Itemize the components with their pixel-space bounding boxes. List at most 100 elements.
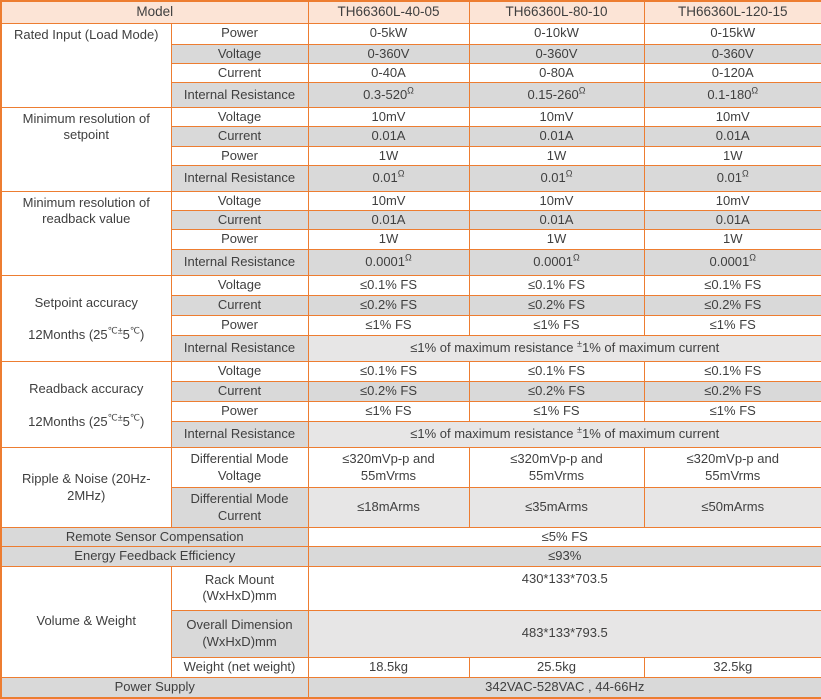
spec-label: Voltage xyxy=(217,45,262,61)
spec-value-cell: 0.01A xyxy=(468,209,645,231)
model-name: TH66360L-120-15 xyxy=(677,3,788,19)
spec-value: 0.01A xyxy=(371,212,406,227)
spec-label: Power xyxy=(221,403,258,419)
spec-value: ≤0.1% FS xyxy=(704,363,762,379)
spec-value: 1W xyxy=(546,231,567,247)
section-title-cell: Readback accuracy 12Months (25℃±5℃) xyxy=(0,360,172,449)
spec-label: Differential Mode Voltage xyxy=(190,451,289,483)
spec-value-cell: 0-120A xyxy=(643,62,821,84)
spec-value: ≤1% FS xyxy=(533,403,580,419)
spec-value-span-cell: ≤93% xyxy=(307,546,821,567)
spec-label: Overall Dimension (WxHxD)mm xyxy=(186,617,293,649)
spec-value-cell: 18.5kg xyxy=(307,656,470,678)
spec-value: 0-80A xyxy=(539,64,574,80)
model-name-cell: TH66360L-120-15 xyxy=(643,0,821,24)
spec-value: ≤1% FS xyxy=(365,317,412,333)
spec-value: 0-120A xyxy=(711,64,754,80)
spec-value-cell: 0-360V xyxy=(468,43,645,64)
spec-value: 0.01A xyxy=(539,128,574,144)
spec-value-cell: 32.5kg xyxy=(643,656,821,678)
spec-label: Current xyxy=(217,64,262,80)
spec-value-cell: 0.0001Ω xyxy=(307,248,470,276)
spec-value: ≤1% FS xyxy=(709,317,756,333)
spec-label-cell: Voltage xyxy=(170,43,309,64)
spec-value-cell: 0.01Ω xyxy=(643,164,821,192)
spec-value: ≤0.2% FS xyxy=(704,383,762,399)
spec-label: Voltage xyxy=(217,192,262,208)
spec-value: 10mV xyxy=(715,109,750,124)
section-title: Volume & Weight xyxy=(36,613,136,629)
spec-label: Differential Mode Current xyxy=(190,491,289,523)
spec-label: Remote Sensor Compensation xyxy=(65,529,244,544)
spec-label-cell: Energy Feedback Efficiency xyxy=(0,546,309,567)
spec-value: 0.01 xyxy=(372,170,398,186)
spec-value: 1W xyxy=(378,231,399,247)
spec-value-cell: 1W xyxy=(468,229,645,250)
spec-value: 25.5kg xyxy=(536,658,577,674)
table-row: Readback accuracy 12Months (25℃±5℃) Volt… xyxy=(0,360,821,449)
section-title-cell: Minimum resolution of setpoint xyxy=(0,107,172,192)
spec-label: Voltage xyxy=(217,363,262,379)
spec-value-cell: ≤35mArms xyxy=(468,487,645,528)
model-name: TH66360L-80-10 xyxy=(505,3,608,19)
spec-label-cell: Remote Sensor Compensation xyxy=(0,526,309,548)
spec-label: Internal Resistance xyxy=(183,170,296,186)
spec-value: 0.01A xyxy=(715,128,750,144)
spec-value-span-cell: ≤1% of maximum resistance ±1% of maximum… xyxy=(307,334,821,362)
spec-value-cell: 0.3-520Ω xyxy=(307,82,470,108)
spec-label-cell: Power Supply xyxy=(0,676,309,699)
spec-value: 0.15-260 xyxy=(527,86,579,102)
ohm-superscript: Ω xyxy=(742,168,749,179)
spec-value: ≤1% of maximum resistance ±1% of maximum… xyxy=(410,338,720,356)
spec-value: ≤35mArms xyxy=(525,499,588,515)
spec-label: Current xyxy=(217,383,262,399)
spec-value: 0.01A xyxy=(715,212,750,227)
spec-value-cell: 0.01A xyxy=(307,209,470,231)
section-subtitle: 12Months (25℃±5℃) xyxy=(28,412,145,429)
spec-value-cell: 0-40A xyxy=(307,62,470,84)
spec-value: 0.01A xyxy=(371,128,406,144)
spec-value: 1W xyxy=(546,147,567,163)
ohm-superscript: Ω xyxy=(578,85,586,96)
spec-label-cell: Rack Mount (WxHxD)mm xyxy=(170,565,309,611)
section-title: Setpoint accuracy xyxy=(34,294,138,310)
ohm-superscript: Ω xyxy=(405,252,412,263)
table-row: Volume & Weight Rack Mount (WxHxD)mm 430… xyxy=(0,565,821,678)
table-row: Remote Sensor Compensation ≤5% FS xyxy=(0,526,821,548)
spec-label-cell: Power xyxy=(170,400,309,422)
spec-label-cell: Internal Resistance xyxy=(170,164,309,192)
spec-value-cell: 0.01A xyxy=(307,126,470,147)
spec-label: Power xyxy=(221,317,258,333)
section-subtitle: 12Months (25℃±5℃) xyxy=(28,325,145,343)
table-row: Current 0.01A 0.01A 0.01A xyxy=(1,126,821,147)
table-row: Model TH66360L-40-05 TH66360L-80-10 TH66… xyxy=(0,0,821,24)
spec-value: 0.01A xyxy=(539,212,574,227)
spec-value-cell: 1W xyxy=(307,145,470,166)
spec-value: ≤0.2% FS xyxy=(704,296,762,312)
spec-label-cell: Internal Resistance xyxy=(170,248,309,276)
spec-value: 0.0001 xyxy=(709,253,750,269)
spec-value: ≤320mVp-p and 55mVrms xyxy=(510,451,603,483)
spec-label: Current xyxy=(217,212,262,227)
spec-value-cell: ≤0.1% FS xyxy=(643,360,821,382)
table-row: Rated Input (Load Mode) Power 0-5kW 0-10… xyxy=(0,22,821,108)
spec-label-cell: Voltage xyxy=(170,190,309,212)
section-title-cell: Volume & Weight xyxy=(0,565,172,678)
ohm-superscript: Ω xyxy=(751,85,759,96)
spec-value-span-cell: 342VAC-528VAC , 44-66Hz xyxy=(307,676,821,699)
spec-label: Power xyxy=(221,25,258,41)
spec-value: 0-15kW xyxy=(710,25,756,41)
spec-value: 10mV xyxy=(371,109,406,124)
spec-value: 0-40A xyxy=(371,64,406,80)
table-row: Current 0.01A 0.01A 0.01A xyxy=(1,209,821,231)
spec-label: Current xyxy=(217,128,262,144)
spec-value: ≤0.1% FS xyxy=(360,363,417,379)
spec-label: Voltage xyxy=(217,276,262,292)
spec-value-cell: ≤18mArms xyxy=(307,487,470,528)
table-row: Internal Resistance 0.0001Ω 0.0001Ω 0.00… xyxy=(1,248,821,276)
table-row: Power ≤1% FS ≤1% FS ≤1% FS xyxy=(1,400,821,422)
spec-value-cell: 0.15-260Ω xyxy=(468,82,645,108)
table-row: Ripple & Noise (20Hz-2MHz) Differential … xyxy=(0,447,821,528)
spec-value-cell: ≤0.1% FS xyxy=(468,274,645,296)
